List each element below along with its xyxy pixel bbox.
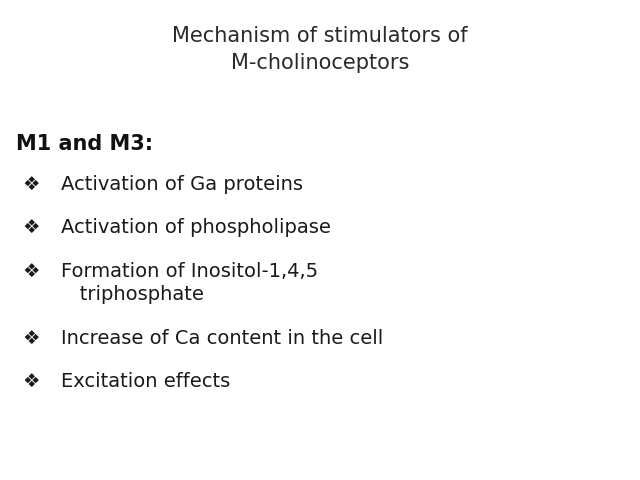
Text: Formation of Inositol-1,4,5
   triphosphate: Formation of Inositol-1,4,5 triphosphate (61, 262, 318, 304)
Text: ❖: ❖ (22, 262, 40, 281)
Text: ❖: ❖ (22, 372, 40, 391)
Text: Excitation effects: Excitation effects (61, 372, 230, 391)
Text: Activation of phospholipase: Activation of phospholipase (61, 218, 331, 238)
Text: Mechanism of stimulators of
M-cholinoceptors: Mechanism of stimulators of M-cholinocep… (172, 26, 468, 73)
Text: ❖: ❖ (22, 329, 40, 348)
Text: Activation of Ga proteins: Activation of Ga proteins (61, 175, 303, 194)
Text: M1 and M3:: M1 and M3: (16, 134, 153, 155)
Text: ❖: ❖ (22, 175, 40, 194)
Text: ❖: ❖ (22, 218, 40, 238)
Text: Increase of Ca content in the cell: Increase of Ca content in the cell (61, 329, 383, 348)
